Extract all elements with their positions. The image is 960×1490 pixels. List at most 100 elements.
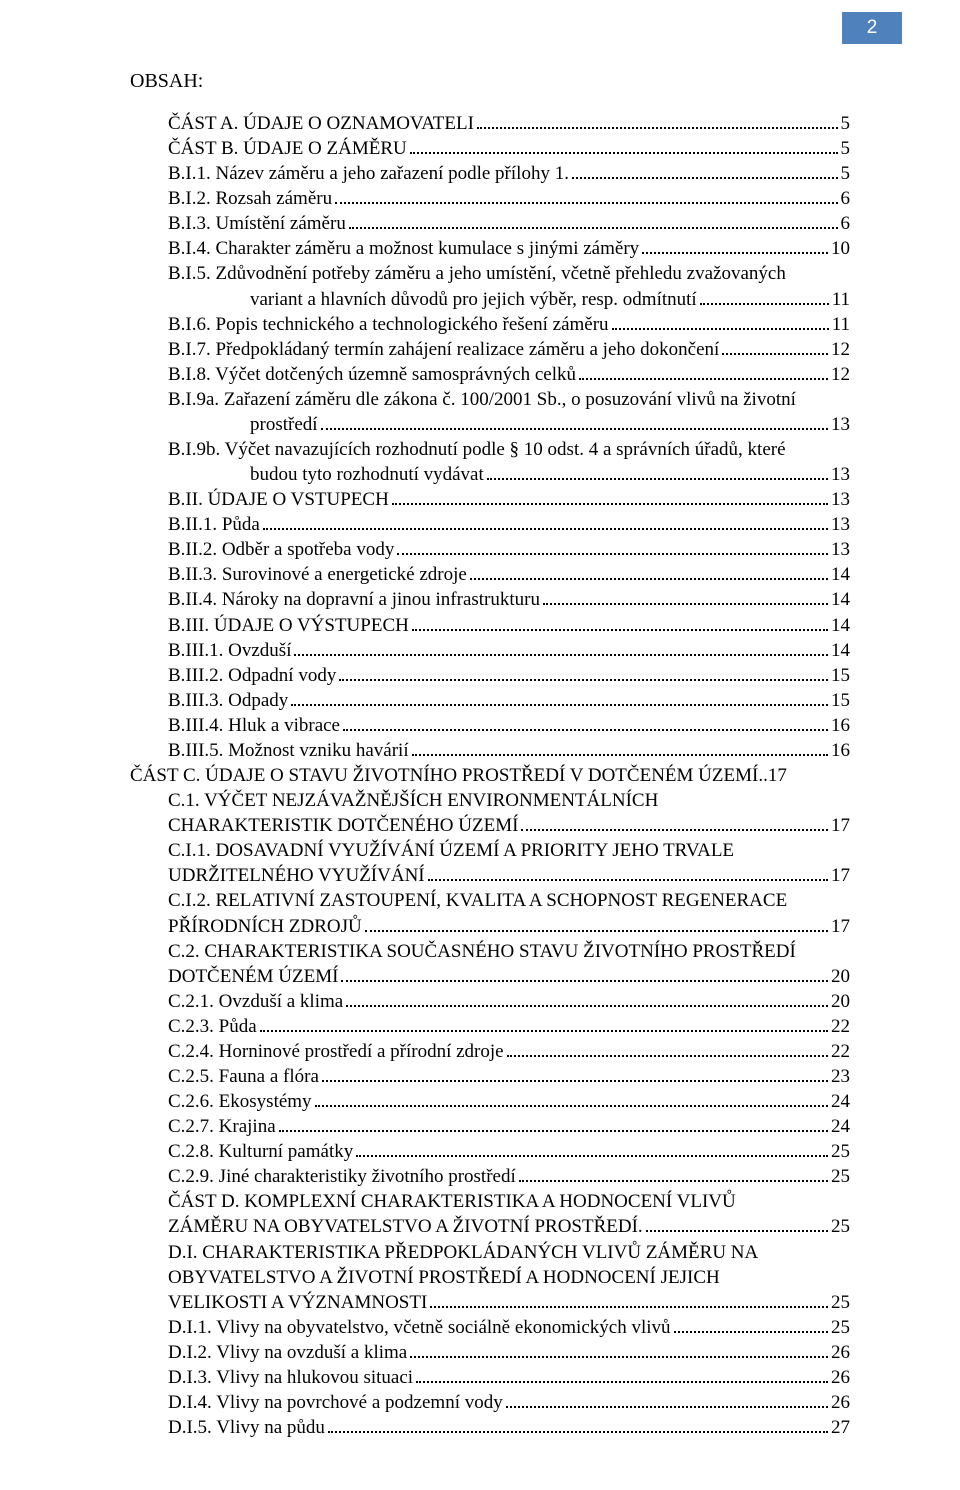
toc-leader: .. <box>758 763 768 788</box>
toc-entry-text: B.I.4. Charakter záměru a možnost kumula… <box>168 236 639 261</box>
toc-entry-text: C.2.3. Půda <box>168 1014 257 1039</box>
toc-entry-text: D.I. CHARAKTERISTIKA PŘEDPOKLÁDANÝCH VLI… <box>168 1240 758 1265</box>
toc-entry-text: C.2.5. Fauna a flóra <box>168 1064 319 1089</box>
toc-entry-continuation: CHARAKTERISTIK DOTČENÉHO ÚZEMÍ 17 <box>130 813 850 838</box>
toc-leader <box>365 914 828 931</box>
toc-leader <box>572 162 838 179</box>
toc-entry: B.I.1. Název záměru a jeho zařazení podl… <box>130 161 850 186</box>
toc-leader <box>428 864 828 881</box>
toc-leader <box>343 714 828 731</box>
toc-entry-continuation: prostředí 13 <box>130 412 850 437</box>
toc-leader <box>412 739 828 756</box>
toc-entry: D.I.1. Vlivy na obyvatelstvo, včetně soc… <box>130 1315 850 1340</box>
toc-leader <box>392 488 828 505</box>
toc-leader <box>430 1291 828 1308</box>
toc-entry: C.2.8. Kulturní památky 25 <box>130 1139 850 1164</box>
toc-entry: B.I.8. Výčet dotčených územně samosprávn… <box>130 362 850 387</box>
toc-leader <box>519 1165 828 1182</box>
toc-leader <box>416 1366 828 1383</box>
toc-entry-text: C.2.4. Horninové prostředí a přírodní zd… <box>168 1039 504 1064</box>
toc-entry: ČÁST A. ÚDAJE O OZNAMOVATELI 5 <box>130 111 850 136</box>
toc-entry: B.I.3. Umístění záměru 6 <box>130 211 850 236</box>
toc-entry-text: variant a hlavních důvodů pro jejich výb… <box>250 287 697 312</box>
toc-leader <box>341 965 828 982</box>
toc-entry-text: C.I.2. RELATIVNÍ ZASTOUPENÍ, KVALITA A S… <box>168 888 787 913</box>
toc-entry: C.2.1. Ovzduší a klima 20 <box>130 989 850 1014</box>
toc-entry: C.2.9. Jiné charakteristiky životního pr… <box>130 1164 850 1189</box>
toc-entry-text: ČÁST D. KOMPLEXNÍ CHARAKTERISTIKA A HODN… <box>168 1189 736 1214</box>
toc-page-number: 26 <box>831 1390 850 1415</box>
toc-entry-text: ČÁST C. ÚDAJE O STAVU ŽIVOTNÍHO PROSTŘED… <box>130 763 758 788</box>
toc-entry-text: D.I.4. Vlivy na povrchové a podzemní vod… <box>168 1390 503 1415</box>
toc-page-number: 14 <box>831 613 850 638</box>
toc-entry-text: B.I.8. Výčet dotčených územně samosprávn… <box>168 362 576 387</box>
toc-leader <box>477 112 838 129</box>
toc-entry-text: C.2. CHARAKTERISTIKA SOUČASNÉHO STAVU ŽI… <box>168 939 796 964</box>
toc-page-number: 16 <box>831 713 850 738</box>
toc-entry-text: PŘÍRODNÍCH ZDROJŮ <box>168 914 362 939</box>
toc-leader <box>487 463 828 480</box>
toc-page-number: 12 <box>831 362 850 387</box>
toc-entry: B.II. ÚDAJE O VSTUPECH 13 <box>130 487 850 512</box>
toc-page-number: 5 <box>841 136 851 161</box>
toc-leader <box>579 363 828 380</box>
toc-leader <box>410 1341 828 1358</box>
toc-page-number: 10 <box>831 236 850 261</box>
toc-entry: C.2. CHARAKTERISTIKA SOUČASNÉHO STAVU ŽI… <box>130 939 850 964</box>
toc-page-number: 20 <box>831 989 850 1014</box>
toc-entry: B.III.2. Odpadní vody 15 <box>130 663 850 688</box>
toc-page-number: 6 <box>841 186 851 211</box>
toc-entry: D.I.3. Vlivy na hlukovou situaci 26 <box>130 1365 850 1390</box>
toc-page-number: 27 <box>831 1415 850 1440</box>
toc-entry-text: C.2.1. Ovzduší a klima <box>168 989 343 1014</box>
toc-page-number: 13 <box>831 462 850 487</box>
toc-entry-text: B.II. ÚDAJE O VSTUPECH <box>168 487 389 512</box>
toc-leader <box>506 1391 828 1408</box>
toc-entry: C.I.2. RELATIVNÍ ZASTOUPENÍ, KVALITA A S… <box>130 888 850 913</box>
toc-leader <box>294 639 828 656</box>
toc-entry-text: C.2.8. Kulturní památky <box>168 1139 353 1164</box>
toc-entry: B.I.6. Popis technického a technologické… <box>130 312 850 337</box>
toc-entry-text: B.I.5. Zdůvodnění potřeby záměru a jeho … <box>168 261 786 286</box>
toc-entry-text: budou tyto rozhodnutí vydávat <box>250 462 484 487</box>
toc-leader <box>346 990 828 1007</box>
toc-entry-continuation: PŘÍRODNÍCH ZDROJŮ 17 <box>130 914 850 939</box>
toc-page-number: 16 <box>831 738 850 763</box>
toc-leader <box>321 413 828 430</box>
toc-entry-continuation: VELIKOSTI A VÝZNAMNOSTI 25 <box>130 1290 850 1315</box>
toc-page-number: 14 <box>831 562 850 587</box>
toc-entry-text: UDRŽITELNÉHO VYUŽÍVÁNÍ <box>168 863 425 888</box>
toc-page-number: 23 <box>831 1064 850 1089</box>
toc-entry-text: C.2.6. Ekosystémy <box>168 1089 312 1114</box>
toc-page-number: 26 <box>831 1340 850 1365</box>
toc-entry-continuation: UDRŽITELNÉHO VYUŽÍVÁNÍ 17 <box>130 863 850 888</box>
toc-leader <box>349 212 838 229</box>
toc-entry: B.II.1. Půda 13 <box>130 512 850 537</box>
toc-entry-text: ZÁMĚRU NA OBYVATELSTVO A ŽIVOTNÍ PROSTŘE… <box>168 1214 643 1239</box>
toc-page-number: 15 <box>831 688 850 713</box>
toc-leader <box>521 814 828 831</box>
toc-page-number: 25 <box>831 1139 850 1164</box>
toc-leader <box>543 588 828 605</box>
toc-page-number: 22 <box>831 1014 850 1039</box>
toc-entry: B.I.2. Rozsah záměru 6 <box>130 186 850 211</box>
toc-entry-continuation: variant a hlavních důvodů pro jejich výb… <box>130 287 850 312</box>
toc-entry: B.III. ÚDAJE O VÝSTUPECH 14 <box>130 613 850 638</box>
toc-entry-text: B.II.2. Odběr a spotřeba vody <box>168 537 394 562</box>
toc-leader <box>322 1065 828 1082</box>
toc-entry: B.III.5. Možnost vzniku havárií 16 <box>130 738 850 763</box>
toc-leader <box>646 1215 828 1232</box>
toc-page-number: 6 <box>841 211 851 236</box>
toc-leader <box>410 137 838 154</box>
toc-entry-continuation: DOTČENÉM ÚZEMÍ 20 <box>130 964 850 989</box>
toc-container: ČÁST A. ÚDAJE O OZNAMOVATELI 5ČÁST B. ÚD… <box>130 111 850 1440</box>
toc-entry: C.I.1. DOSAVADNÍ VYUŽÍVÁNÍ ÚZEMÍ A PRIOR… <box>130 838 850 863</box>
toc-leader <box>642 237 828 254</box>
toc-entry-text: B.I.7. Předpokládaný termín zahájení rea… <box>168 337 719 362</box>
toc-page-number: 17 <box>831 813 850 838</box>
toc-entry-text: B.I.2. Rozsah záměru <box>168 186 332 211</box>
document-body: OBSAH: ČÁST A. ÚDAJE O OZNAMOVATELI 5ČÁS… <box>0 0 960 1490</box>
toc-page-number: 25 <box>831 1290 850 1315</box>
toc-entry-continuation: budou tyto rozhodnutí vydávat 13 <box>130 462 850 487</box>
toc-page-number: 15 <box>831 663 850 688</box>
